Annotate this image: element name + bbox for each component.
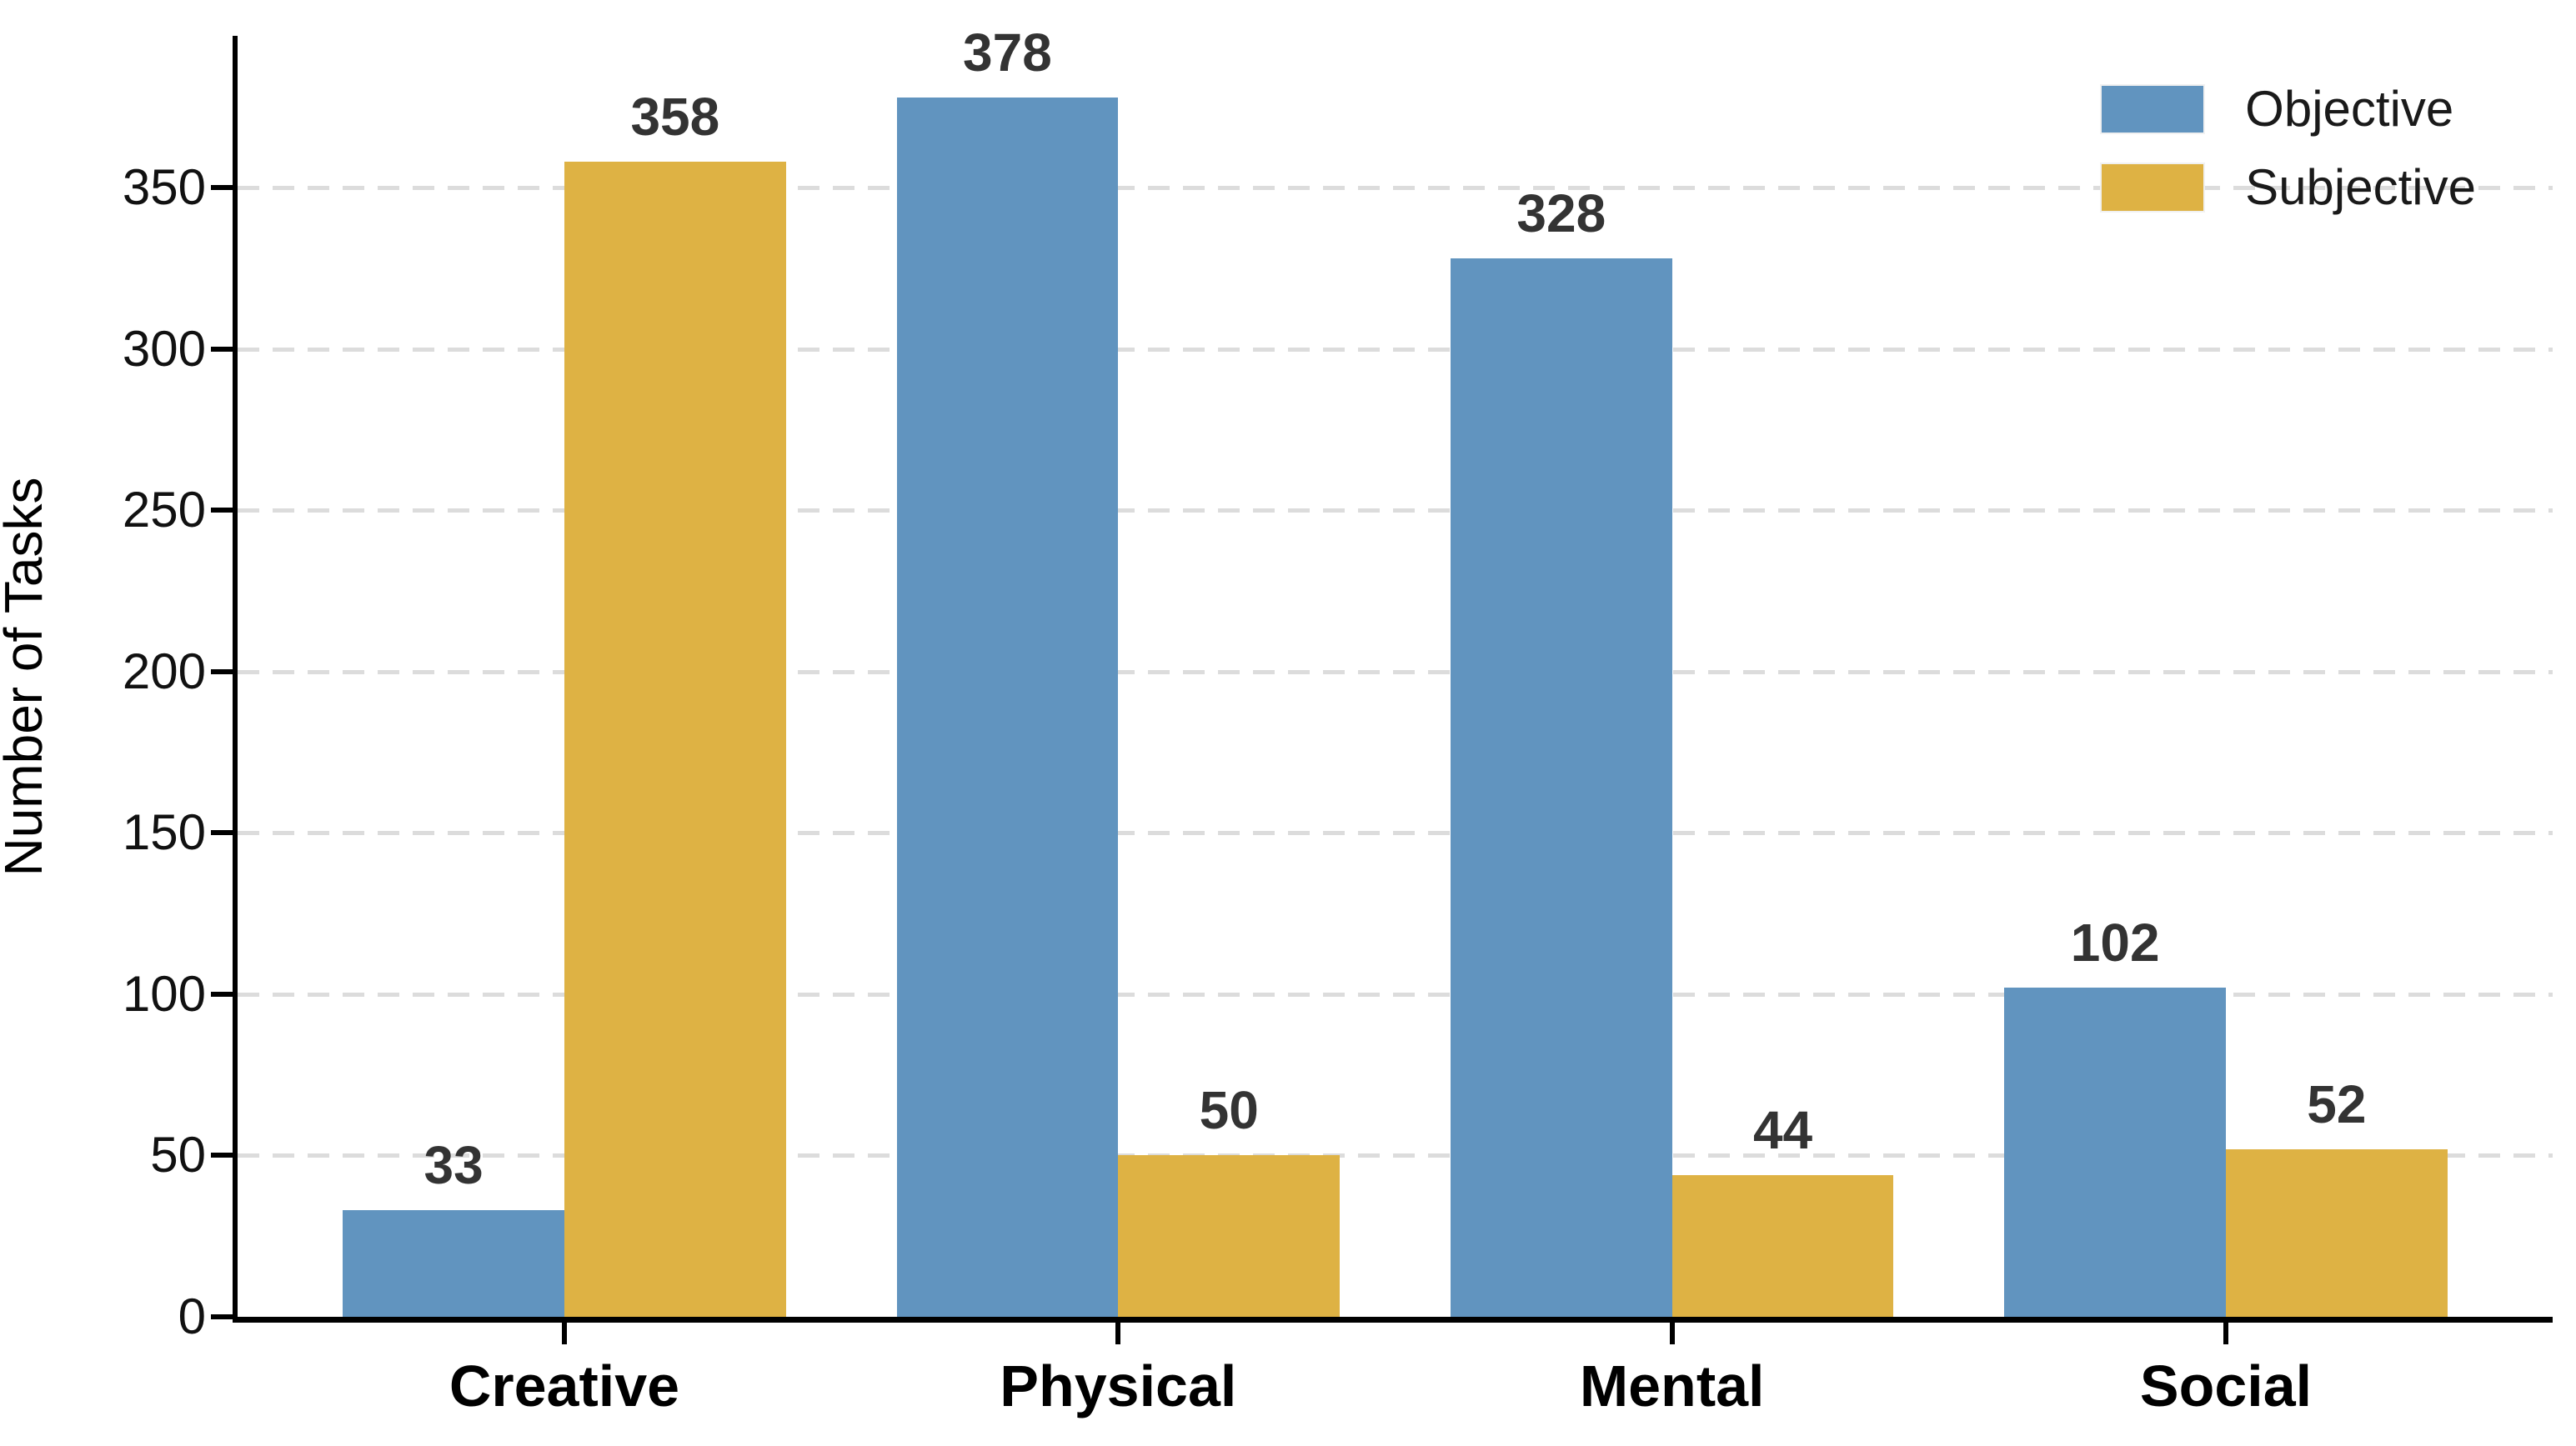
value-label-subjective-mental: 44 [1752, 1099, 1813, 1160]
value-label-subjective-physical: 50 [1199, 1080, 1259, 1141]
y-tick-mark-350 [211, 184, 233, 190]
y-tick-label-100: 100 [122, 965, 206, 1022]
bar-objective-physical [896, 97, 1119, 1317]
gridline-150 [238, 831, 2553, 836]
gridline-250 [238, 508, 2553, 513]
gridline-200 [238, 669, 2553, 674]
x-axis-spine [233, 1317, 2553, 1323]
legend-label-subjective: Subjective [2245, 159, 2476, 215]
gridline-350 [238, 185, 2553, 190]
legend-item-objective: Objective [2102, 84, 2476, 134]
bar-subjective-social [2226, 1148, 2448, 1317]
y-tick-label-250: 250 [122, 482, 206, 538]
gridline-100 [238, 992, 2553, 997]
plot-area: 33 358 378 50 328 44 102 52 0 50 100 150 200 250 300 3… [123, 26, 2553, 1415]
x-tick-label-physical: Physical [1000, 1353, 1237, 1418]
y-tick-mark-300 [211, 346, 233, 352]
y-tick-label-150: 150 [122, 804, 206, 861]
x-tick-label-creative: Creative [449, 1353, 680, 1418]
x-tick-mark-social [2223, 1323, 2229, 1344]
gridline-300 [238, 347, 2553, 352]
bar-objective-creative [343, 1210, 564, 1317]
value-label-objective-creative: 33 [423, 1135, 484, 1196]
x-tick-mark-creative [561, 1323, 567, 1344]
y-tick-label-0: 0 [178, 1288, 206, 1344]
value-label-subjective-creative: 358 [630, 86, 720, 147]
legend-label-objective: Objective [2245, 81, 2454, 137]
value-label-subjective-social: 52 [2307, 1073, 2367, 1134]
y-tick-mark-200 [211, 668, 233, 674]
y-tick-label-350: 350 [122, 158, 206, 215]
y-axis-title: Number of Tasks [0, 477, 53, 877]
value-label-objective-mental: 328 [1516, 183, 1606, 244]
bar-subjective-creative [564, 162, 786, 1317]
gridline-50 [238, 1153, 2553, 1158]
value-label-objective-social: 102 [2070, 913, 2160, 973]
y-tick-label-200: 200 [122, 643, 206, 699]
x-tick-mark-physical [1115, 1323, 1121, 1344]
x-tick-label-social: Social [2139, 1353, 2313, 1418]
bar-objective-mental [1450, 258, 1672, 1317]
y-tick-mark-0 [211, 1314, 233, 1319]
legend-swatch-subjective [2102, 164, 2204, 211]
legend-item-subjective: Subjective [2102, 163, 2476, 213]
bar-subjective-mental [1671, 1174, 1894, 1317]
y-tick-mark-50 [211, 1153, 233, 1158]
legend: Objective Subjective [2102, 84, 2476, 213]
y-tick-label-300: 300 [122, 320, 206, 377]
y-tick-mark-100 [211, 991, 233, 997]
bar-subjective-physical [1118, 1155, 1341, 1317]
y-tick-mark-150 [211, 830, 233, 836]
y-tick-label-50: 50 [150, 1127, 206, 1183]
bar-objective-social [2004, 988, 2227, 1317]
x-tick-label-mental: Mental [1579, 1353, 1765, 1418]
x-tick-mark-mental [1669, 1323, 1675, 1344]
legend-swatch-objective [2102, 86, 2204, 133]
value-label-objective-physical: 378 [963, 22, 1052, 83]
y-tick-mark-250 [211, 508, 233, 513]
y-axis-spine [233, 36, 238, 1322]
